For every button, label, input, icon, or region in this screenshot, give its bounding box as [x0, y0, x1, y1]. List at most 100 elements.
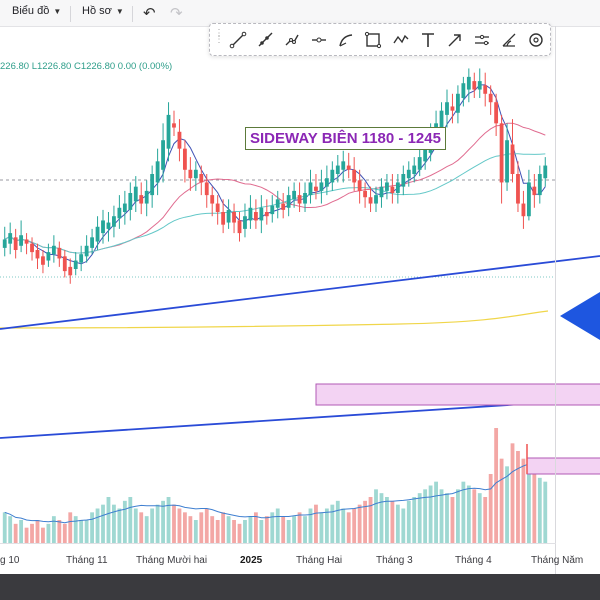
- candle-body: [188, 169, 193, 179]
- trend-line-icon[interactable]: [225, 27, 250, 53]
- candle-body: [221, 212, 226, 225]
- candle-body: [57, 247, 62, 259]
- candle-body: [390, 186, 395, 193]
- candle-body: [270, 205, 275, 215]
- volume-bar: [35, 520, 40, 543]
- candle-body: [237, 220, 242, 234]
- curve-icon[interactable]: [497, 27, 522, 53]
- volume-bar: [106, 497, 111, 543]
- blue-arrow-marker: [560, 292, 600, 340]
- candle-body: [193, 169, 198, 179]
- volume-bar: [210, 516, 215, 543]
- candle-body: [521, 203, 526, 217]
- volume-bar: [532, 474, 537, 543]
- sideway-annotation[interactable]: SIDEWAY BIÊN 1180 - 1245: [245, 127, 446, 150]
- candle-body: [166, 114, 171, 149]
- polyline-icon[interactable]: [388, 27, 413, 53]
- candle-body: [406, 169, 411, 179]
- candle-body: [84, 245, 89, 257]
- volume-bar: [401, 508, 406, 543]
- volume-bar: [46, 523, 51, 543]
- candle-body: [505, 140, 509, 183]
- volume-bar: [281, 516, 286, 543]
- candle-body: [259, 207, 264, 221]
- redo-icon[interactable]: ↷: [170, 5, 183, 22]
- candle-body: [106, 222, 111, 229]
- volume-bar: [543, 481, 548, 543]
- candle-body: [319, 182, 324, 191]
- drawing-toolbar: ⋮ ⋮: [209, 23, 551, 56]
- candle-body: [488, 93, 493, 103]
- candle-body: [172, 123, 176, 128]
- volume-bar: [286, 520, 291, 543]
- volume-bar: [259, 520, 264, 543]
- candle-body: [30, 243, 34, 253]
- undo-icon[interactable]: ↶: [143, 5, 156, 22]
- volume-bar: [324, 508, 329, 543]
- x-axis-label: Tháng Hai: [296, 555, 343, 566]
- candle-body: [363, 190, 368, 198]
- volume-bar: [423, 489, 428, 543]
- chart-menu-button[interactable]: Biểu đồ ▼: [12, 5, 61, 17]
- support-zone: [315, 383, 600, 406]
- arrow-icon[interactable]: [442, 27, 467, 53]
- volume-bar: [275, 508, 280, 543]
- candle-body: [314, 186, 318, 191]
- candle-body: [161, 140, 165, 170]
- volume-bar: [395, 504, 400, 543]
- candle-body: [455, 93, 460, 113]
- candle-body: [144, 190, 149, 204]
- volume-bar: [450, 497, 455, 543]
- text-icon[interactable]: [415, 27, 440, 53]
- volume-bar: [379, 493, 384, 543]
- candle-body: [139, 195, 144, 204]
- horizontal-line-icon[interactable]: [307, 27, 332, 53]
- volume-ma-line: [4, 459, 546, 524]
- ma-long-line: [4, 153, 546, 254]
- candle-body: [303, 193, 307, 204]
- volume-bar: [374, 489, 378, 543]
- volume-bar: [357, 504, 362, 543]
- x-axis-label: 2025: [240, 555, 263, 566]
- candle-body: [232, 212, 236, 223]
- candle-body: [253, 212, 258, 221]
- volume-bar: [292, 516, 297, 543]
- volume-bar: [505, 466, 509, 543]
- volume-bar: [494, 428, 499, 543]
- volume-bar: [199, 512, 204, 543]
- volume-bar: [352, 508, 357, 543]
- volume-bar: [297, 512, 302, 543]
- path-icon[interactable]: [279, 27, 304, 53]
- bottom-dark-bar: [0, 574, 600, 600]
- candle-body: [182, 148, 187, 170]
- price-axis-border: [555, 26, 556, 574]
- candle-body: [122, 203, 127, 212]
- drag-handle-icon[interactable]: ⋮ ⋮: [214, 27, 224, 45]
- candle-body: [117, 207, 122, 219]
- volume-bar: [155, 504, 160, 543]
- circle-icon[interactable]: [524, 27, 549, 53]
- volume-bar: [188, 516, 193, 543]
- candle-body: [472, 81, 477, 90]
- volume-bar: [8, 516, 13, 543]
- volume-bar: [41, 527, 45, 543]
- channel-icon[interactable]: [470, 27, 495, 53]
- candle-body: [439, 110, 444, 128]
- profile-menu-button[interactable]: Hồ sơ ▼: [82, 5, 124, 17]
- candle-body: [19, 235, 24, 246]
- volume-bar: [95, 508, 100, 543]
- rectangle-icon[interactable]: [361, 27, 386, 53]
- candle-body: [516, 174, 520, 204]
- ray-icon[interactable]: [252, 27, 277, 53]
- volume-bar: [466, 485, 471, 543]
- volume-bar: [150, 508, 155, 543]
- upper-trendline: [0, 255, 600, 330]
- volume-bar: [139, 512, 144, 543]
- arc-icon[interactable]: [334, 27, 359, 53]
- candle-body: [177, 131, 182, 149]
- candle-body: [374, 195, 378, 204]
- candle-body: [324, 178, 329, 187]
- candle-body: [335, 165, 340, 174]
- volume-bar: [526, 470, 531, 543]
